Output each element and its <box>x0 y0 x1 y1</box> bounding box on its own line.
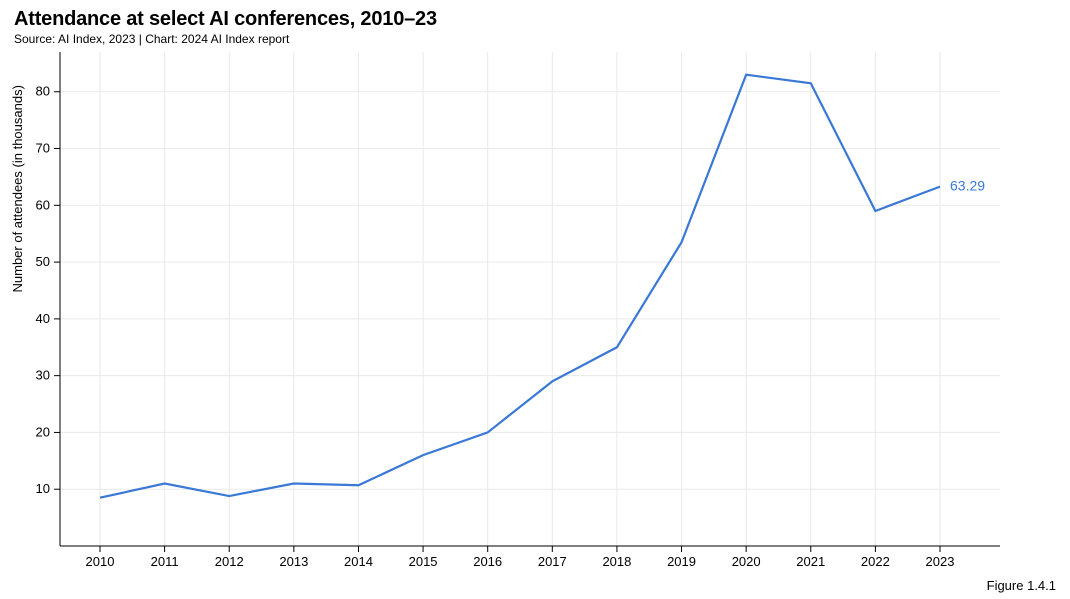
x-tick-label: 2015 <box>409 554 438 569</box>
x-tick-label: 2023 <box>926 554 955 569</box>
x-tick-label: 2013 <box>279 554 308 569</box>
x-tick-label: 2014 <box>344 554 373 569</box>
y-tick-label: 80 <box>36 84 50 99</box>
x-tick-label: 2022 <box>861 554 890 569</box>
y-tick-label: 10 <box>36 481 50 496</box>
x-tick-label: 2012 <box>215 554 244 569</box>
chart-svg: 2010201120122013201420152016201720182019… <box>0 0 1070 599</box>
y-tick-label: 70 <box>36 141 50 156</box>
x-tick-label: 2018 <box>602 554 631 569</box>
x-tick-label: 2021 <box>796 554 825 569</box>
y-tick-label: 20 <box>36 424 50 439</box>
x-tick-label: 2016 <box>473 554 502 569</box>
y-tick-label: 30 <box>36 368 50 383</box>
y-tick-label: 60 <box>36 197 50 212</box>
line-chart: 2010201120122013201420152016201720182019… <box>0 0 1070 599</box>
attendance-line <box>100 75 940 498</box>
x-tick-label: 2010 <box>86 554 115 569</box>
x-tick-label: 2020 <box>732 554 761 569</box>
y-tick-label: 50 <box>36 254 50 269</box>
end-value-label: 63.29 <box>950 178 985 194</box>
x-tick-label: 2011 <box>151 554 179 569</box>
y-tick-label: 40 <box>36 311 50 326</box>
x-tick-label: 2019 <box>667 554 696 569</box>
x-tick-label: 2017 <box>538 554 567 569</box>
